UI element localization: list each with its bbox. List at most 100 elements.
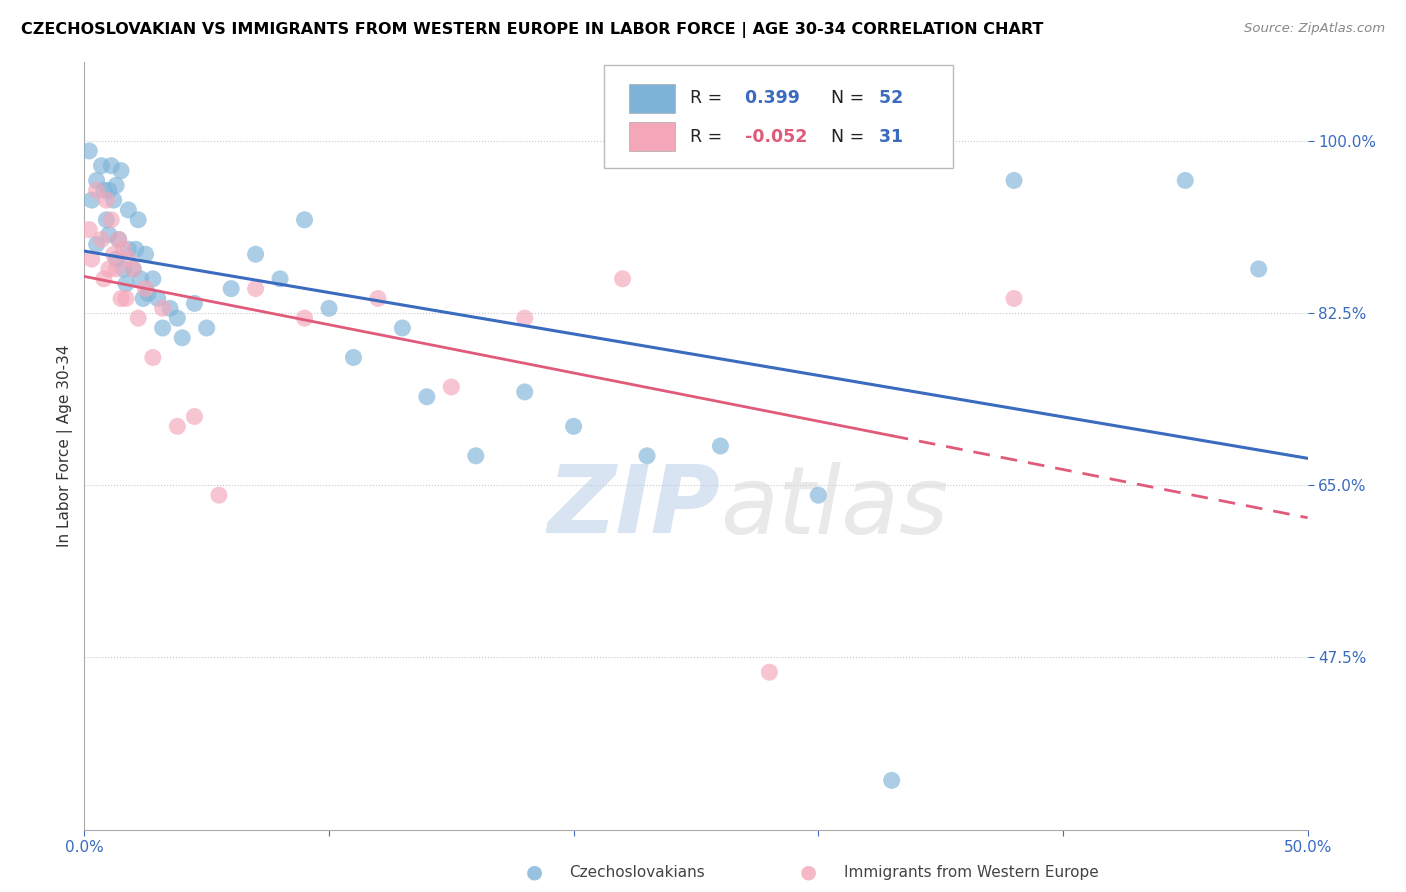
Point (117, 202, 139, 217)
Point (135, 247, 157, 261)
Point (562, 419, 585, 434)
Point (112, 262, 135, 277)
Point (100, 212, 122, 227)
Point (105, 252, 128, 267)
Point (709, 439, 731, 453)
FancyBboxPatch shape (605, 65, 953, 169)
Point (80, 252, 103, 267)
Point (90, 159, 112, 173)
Point (416, 390, 439, 404)
Point (86, 237, 108, 252)
Point (110, 163, 132, 178)
Point (142, 351, 165, 365)
Text: ●: ● (800, 863, 817, 882)
Point (807, 488, 830, 502)
Point (208, 488, 231, 502)
Point (142, 272, 165, 286)
Point (115, 292, 138, 306)
Point (86, 173, 108, 187)
Text: Source: ZipAtlas.com: Source: ZipAtlas.com (1244, 22, 1385, 36)
Point (96, 193, 118, 207)
Point (105, 178, 128, 193)
Point (245, 282, 267, 296)
Point (93, 272, 115, 286)
Text: 31: 31 (873, 128, 904, 146)
Point (152, 321, 174, 335)
Point (122, 262, 145, 277)
Point (166, 419, 188, 434)
Point (294, 311, 316, 326)
Point (129, 272, 152, 286)
Point (117, 242, 139, 256)
Point (97, 183, 120, 197)
Point (318, 301, 340, 316)
Point (152, 301, 174, 316)
Point (105, 262, 128, 277)
Point (219, 282, 242, 296)
Point (110, 292, 132, 306)
Point (96, 212, 118, 227)
Point (391, 321, 413, 335)
Y-axis label: In Labor Force | Age 30-34: In Labor Force | Age 30-34 (58, 344, 73, 548)
Point (115, 277, 138, 291)
Point (758, 665, 780, 680)
Point (103, 193, 125, 207)
Text: -0.052: -0.052 (738, 128, 807, 146)
Point (245, 247, 267, 261)
Point (513, 384, 536, 399)
Point (136, 286, 159, 301)
Point (97, 262, 120, 277)
Point (77, 222, 100, 236)
Point (103, 247, 125, 261)
Point (100, 159, 122, 173)
Text: 0.399: 0.399 (738, 89, 800, 108)
FancyBboxPatch shape (628, 122, 675, 152)
Point (166, 311, 188, 326)
Point (93, 183, 115, 197)
Point (612, 272, 634, 286)
Point (125, 242, 148, 256)
Text: N =: N = (831, 89, 863, 108)
Point (122, 262, 145, 277)
Point (135, 282, 157, 296)
Point (77, 144, 100, 158)
Text: Immigrants from Western Europe: Immigrants from Western Europe (844, 865, 1098, 880)
Text: CZECHOSLOVAKIAN VS IMMIGRANTS FROM WESTERN EUROPE IN LABOR FORCE | AGE 30-34 COR: CZECHOSLOVAKIAN VS IMMIGRANTS FROM WESTE… (21, 22, 1043, 38)
Text: ZIP: ZIP (547, 461, 720, 553)
Point (127, 311, 149, 326)
Point (146, 292, 169, 306)
Point (1174, 173, 1197, 187)
Point (107, 232, 129, 246)
Point (464, 449, 486, 463)
Point (80, 193, 103, 207)
Text: atlas: atlas (720, 462, 949, 553)
Point (367, 292, 389, 306)
Point (159, 301, 181, 316)
Point (86, 183, 108, 197)
Text: Czechoslovakians: Czechoslovakians (569, 865, 706, 880)
Point (513, 311, 536, 326)
Point (117, 252, 139, 267)
Point (1247, 262, 1270, 277)
Point (90, 232, 112, 246)
Point (172, 331, 194, 345)
Point (195, 321, 218, 335)
Point (132, 292, 155, 306)
Point (127, 212, 149, 227)
Point (636, 449, 658, 463)
Point (112, 242, 135, 256)
Text: 52: 52 (873, 89, 904, 108)
Point (880, 773, 903, 788)
Point (294, 212, 316, 227)
Point (1002, 173, 1025, 187)
Point (269, 272, 291, 286)
Text: R =: R = (690, 89, 727, 108)
Text: R =: R = (690, 128, 723, 146)
Text: ●: ● (526, 863, 543, 882)
Text: N =: N = (831, 128, 863, 146)
Point (183, 409, 205, 424)
Point (342, 351, 364, 365)
FancyBboxPatch shape (628, 84, 675, 113)
Point (183, 296, 205, 310)
Point (1002, 292, 1025, 306)
